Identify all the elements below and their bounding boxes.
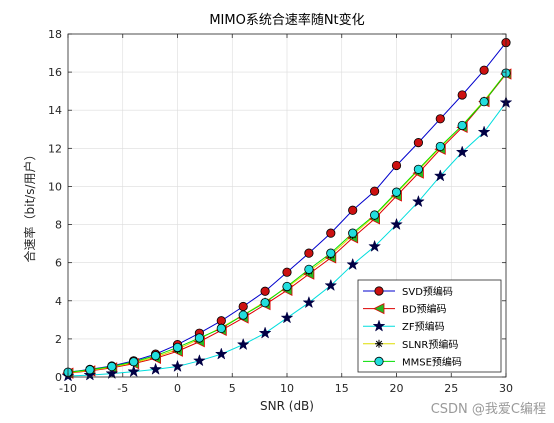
data-point-s0 [282,267,292,277]
data-point-s4 [435,141,445,152]
x-tick-label: -5 [117,382,128,395]
x-tick-label: 15 [335,382,349,395]
data-point-s0 [326,228,336,238]
x-tick-label: 20 [390,382,404,395]
y-axis-label: 合速率（bit/s/用户） [22,149,37,263]
data-point-s2 [302,295,316,309]
data-point-s2 [171,359,184,372]
data-point-s4 [304,264,314,274]
data-point-s4 [260,298,270,308]
data-point-s2 [258,326,272,339]
chart-title: MIMO系统合速率随Nt变化 [209,12,364,28]
data-point-s4 [85,365,95,375]
x-tick-label: -10 [59,382,77,395]
x-tick-label: 25 [444,382,458,395]
data-point-s2 [433,169,447,182]
data-point-s2 [83,368,97,381]
data-point-s0 [260,286,270,296]
data-point-s4 [479,97,489,107]
y-tick-label: 6 [55,257,62,270]
data-point-s4 [391,187,402,197]
y-tick-label: 8 [55,219,62,232]
y-tick-label: 0 [55,371,62,384]
data-point-s0 [435,114,445,124]
data-point-s4 [326,248,336,258]
data-point-s2 [105,366,119,380]
data-point-s4 [238,310,248,320]
data-point-s2 [411,194,425,208]
data-point-s4 [107,361,117,372]
data-point-s0 [457,90,467,100]
data-point-s0 [369,186,380,196]
y-tick-label: 12 [48,142,62,155]
y-tick-label: 14 [48,104,62,117]
legend-label-2: ZF预编码 [402,320,445,333]
legend-marker-0 [374,286,384,296]
legend: SVD预编码 BD预编码 ZF预编码 SLNR预编码 MMSE预编码 [357,279,502,373]
data-point-s4 [282,281,292,292]
data-point-s4 [172,342,183,353]
data-point-s4 [348,228,358,238]
data-point-s0 [348,205,358,215]
data-point-s4 [129,357,139,367]
data-point-s0 [238,301,248,312]
legend-marker-4 [374,356,384,366]
data-point-s2 [127,364,141,378]
data-point-s2 [346,257,360,271]
y-tick-label: 4 [55,295,62,308]
data-point-s2 [455,145,469,158]
data-point-s2 [390,217,403,231]
data-point-s2 [236,337,250,351]
data-point-s2 [368,239,382,252]
data-point-s2 [149,362,163,375]
y-tick-label: 16 [48,66,62,79]
x-tick-label: 0 [174,382,181,395]
data-point-s4 [194,333,204,343]
y-tick-label: 2 [55,333,62,346]
y-axis-ticks: 0 2 4 6 8 10 12 14 16 18 [48,28,506,384]
legend-label-0: SVD预编码 [402,285,453,298]
legend-marker-1 [373,302,385,315]
data-point-s0 [391,160,402,171]
data-point-s2 [324,278,338,292]
y-tick-label: 18 [48,28,62,41]
data-point-s0 [413,138,423,148]
data-point-s4 [413,164,423,174]
data-point-s0 [304,248,314,258]
data-point-s4 [457,120,467,131]
data-point-s4 [151,351,161,361]
series-markers [61,37,513,382]
x-axis-label: SNR (dB) [260,399,314,413]
legend-marker-2 [372,319,386,332]
legend-label-1: BD预编码 [402,303,447,316]
x-tick-label: 10 [280,382,294,395]
legend-label-3: SLNR预编码 [402,338,458,351]
x-tick-label: 30 [499,382,513,395]
y-tick-label: 10 [48,180,62,193]
data-point-s4 [216,323,226,334]
watermark: CSDN @我爱C编程 [431,402,546,417]
x-axis-ticks: -10 -5 0 5 10 15 20 25 30 [59,34,513,395]
legend-label-4: MMSE预编码 [402,355,462,368]
data-point-s2 [477,125,491,138]
data-point-s2 [280,311,294,324]
x-tick-label: 5 [229,382,236,395]
data-point-s2 [192,354,206,367]
data-point-s2 [214,347,228,360]
data-point-s0 [479,65,489,75]
data-point-s4 [369,210,380,220]
legend-marker-3 [375,339,383,348]
